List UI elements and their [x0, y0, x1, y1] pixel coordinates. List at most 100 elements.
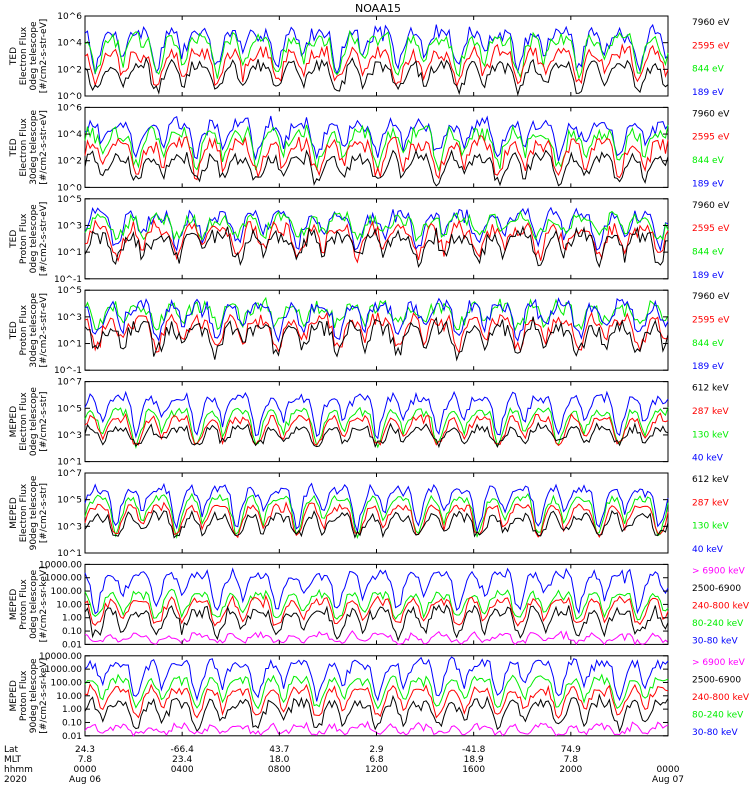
y-axis-label: Electron Flux: [19, 26, 29, 85]
y-tick-label: 10^-1: [54, 366, 82, 376]
y-tick-label: 10000.00: [39, 652, 82, 662]
x-tick-value-date: Aug 06: [69, 775, 101, 785]
series-line-40-kev: [84, 390, 669, 440]
y-axis-label: 90deg telescope: [29, 475, 39, 550]
legend-entry: 130 keV: [692, 522, 729, 532]
series-line-287-kev: [84, 412, 669, 447]
legend-entry: 7960 eV: [692, 109, 730, 119]
series-line-844-ev: [84, 296, 669, 332]
series-line-7960-ev: [84, 316, 669, 362]
panel-frame: [84, 289, 669, 371]
panel-8: 0.01 0.10 1.00 10.00 100.00 1000.00 10000.00 ME…: [9, 652, 750, 742]
legend-entry: > 6900 keV: [692, 566, 746, 576]
y-tick-label: 10^0: [57, 92, 82, 102]
legend-entry: 2595 eV: [692, 224, 730, 234]
legend-entry: 130 keV: [692, 430, 729, 440]
y-tick-label: 10000.00: [39, 560, 82, 570]
panel-5: 10^1 10^3 10^5 10^7 MEPED Electron Flux 0deg t…: [9, 378, 729, 468]
x-tick-value-lat: -66.4: [171, 745, 195, 755]
panel-2: 10^0 10^2 10^4 10^6 TED Electron Flux 30deg te…: [9, 103, 730, 193]
series-line-189-ev: [84, 23, 669, 76]
series-line-240-800-kev: [84, 594, 669, 627]
series-line-80-240-kev: [84, 588, 669, 621]
legend-entry: 2595 eV: [692, 41, 730, 51]
y-axis-label: TED: [9, 138, 19, 157]
legend-entry: 2500-6900: [692, 584, 741, 594]
y-axis-label: [#/cm2-s-str-eV]: [39, 293, 49, 368]
series-line-40-kev: [84, 482, 669, 532]
y-tick-label: 10^3: [57, 221, 82, 231]
panel-frame: [84, 106, 669, 188]
y-tick-label: 10^1: [57, 458, 82, 468]
legend-entry: 844 eV: [692, 247, 725, 257]
panel-frame: [84, 655, 669, 737]
y-tick-label: 0.10: [62, 627, 82, 637]
x-tick-value-mlt: 23.4: [172, 755, 192, 765]
y-tick-label: 10^3: [57, 431, 82, 441]
panel-1: 10^0 10^2 10^4 10^6 TED Electron Flux 0deg tel…: [9, 12, 730, 102]
panel-4: 10^-1 10^1 10^3 10^5 TED Proton Flux 30deg tel…: [9, 286, 730, 376]
series-line-2500-6900: [84, 604, 669, 642]
legend-entry: 189 eV: [692, 179, 725, 189]
legend-entry: 40 keV: [692, 454, 724, 464]
x-tick-value-mlt: 6.8: [369, 755, 384, 765]
y-tick-label: 10^1: [57, 248, 82, 258]
y-axis-label: MEPED: [9, 680, 19, 712]
y-axis-label: 0deg telescope: [29, 569, 39, 639]
series-line-189-ev: [84, 115, 669, 162]
legend-entry: 40 keV: [692, 545, 724, 555]
y-tick-label: 100.00: [51, 678, 83, 688]
y-axis-label: Electron Flux: [19, 117, 29, 176]
legend-entry: 30-80 keV: [692, 636, 738, 646]
y-axis-label: Electron Flux: [19, 483, 29, 542]
series-line-130-kev: [84, 492, 669, 540]
y-tick-label: 0.10: [62, 718, 82, 728]
series-line-2500-6900: [84, 693, 669, 733]
x-tick-value-lat: 43.7: [269, 745, 289, 755]
y-axis-label: [#/cm2-s-str]: [39, 392, 49, 452]
x-tick-value-mlt: 7.8: [564, 755, 579, 765]
y-tick-label: 10^5: [57, 496, 82, 506]
legend-entry: 80-240 keV: [692, 619, 744, 629]
y-axis-label: 30deg telescope: [29, 110, 39, 185]
series-line-7960-ev: [84, 149, 669, 187]
x-tick-value-hhmm: 1200: [365, 765, 388, 775]
y-tick-label: 10^5: [57, 195, 82, 205]
y-tick-label: 10^2: [57, 65, 82, 75]
y-tick-label: 10^1: [57, 340, 82, 350]
x-tick-value-hhmm: 0800: [268, 765, 291, 775]
x-row-label: hhmm: [4, 765, 33, 775]
series-line-287-kev: [84, 501, 669, 539]
y-axis-label: Proton Flux: [19, 670, 29, 721]
series-line-612-kev: [84, 421, 669, 449]
series-line-2595-ev: [84, 135, 669, 181]
y-axis-label: [#/cm2-s-str-eV]: [39, 110, 49, 185]
y-axis-label: 0deg telescope: [29, 387, 39, 457]
x-tick-value-mlt: 18.0: [269, 755, 289, 765]
series-line-844-ev: [84, 124, 669, 173]
y-axis-label: 90deg telescope: [29, 658, 39, 733]
y-tick-label: 10^2: [57, 157, 82, 167]
series-line-2595-ev: [84, 218, 669, 264]
y-tick-label: 0.01: [62, 732, 82, 742]
y-tick-label: 1.00: [62, 705, 82, 715]
legend-entry: 2500-6900: [692, 675, 741, 685]
x-tick-value-mlt: 7.8: [78, 755, 93, 765]
x-row-label: 2020: [4, 775, 27, 785]
y-axis-label: TED: [9, 230, 19, 249]
y-axis-label: Proton Flux: [19, 304, 29, 355]
y-axis-label: [#/cm2-s-str-eV]: [39, 19, 49, 94]
series-line-2595-ev: [84, 311, 669, 355]
legend-entry: 80-240 keV: [692, 710, 744, 720]
x-tick-value-lat: -41.8: [462, 745, 486, 755]
legend-entry: 612 keV: [692, 475, 729, 485]
legend-entry: 7960 eV: [692, 201, 730, 211]
y-axis-label: [#/cm2-s-str]: [39, 483, 49, 543]
x-tick-value-lat: 24.3: [75, 745, 95, 755]
series-line-240-800-kev: [84, 683, 669, 719]
y-axis-label: MEPED: [9, 589, 19, 621]
legend-entry: 844 eV: [692, 339, 725, 349]
legend-entry: 287 keV: [692, 498, 729, 508]
